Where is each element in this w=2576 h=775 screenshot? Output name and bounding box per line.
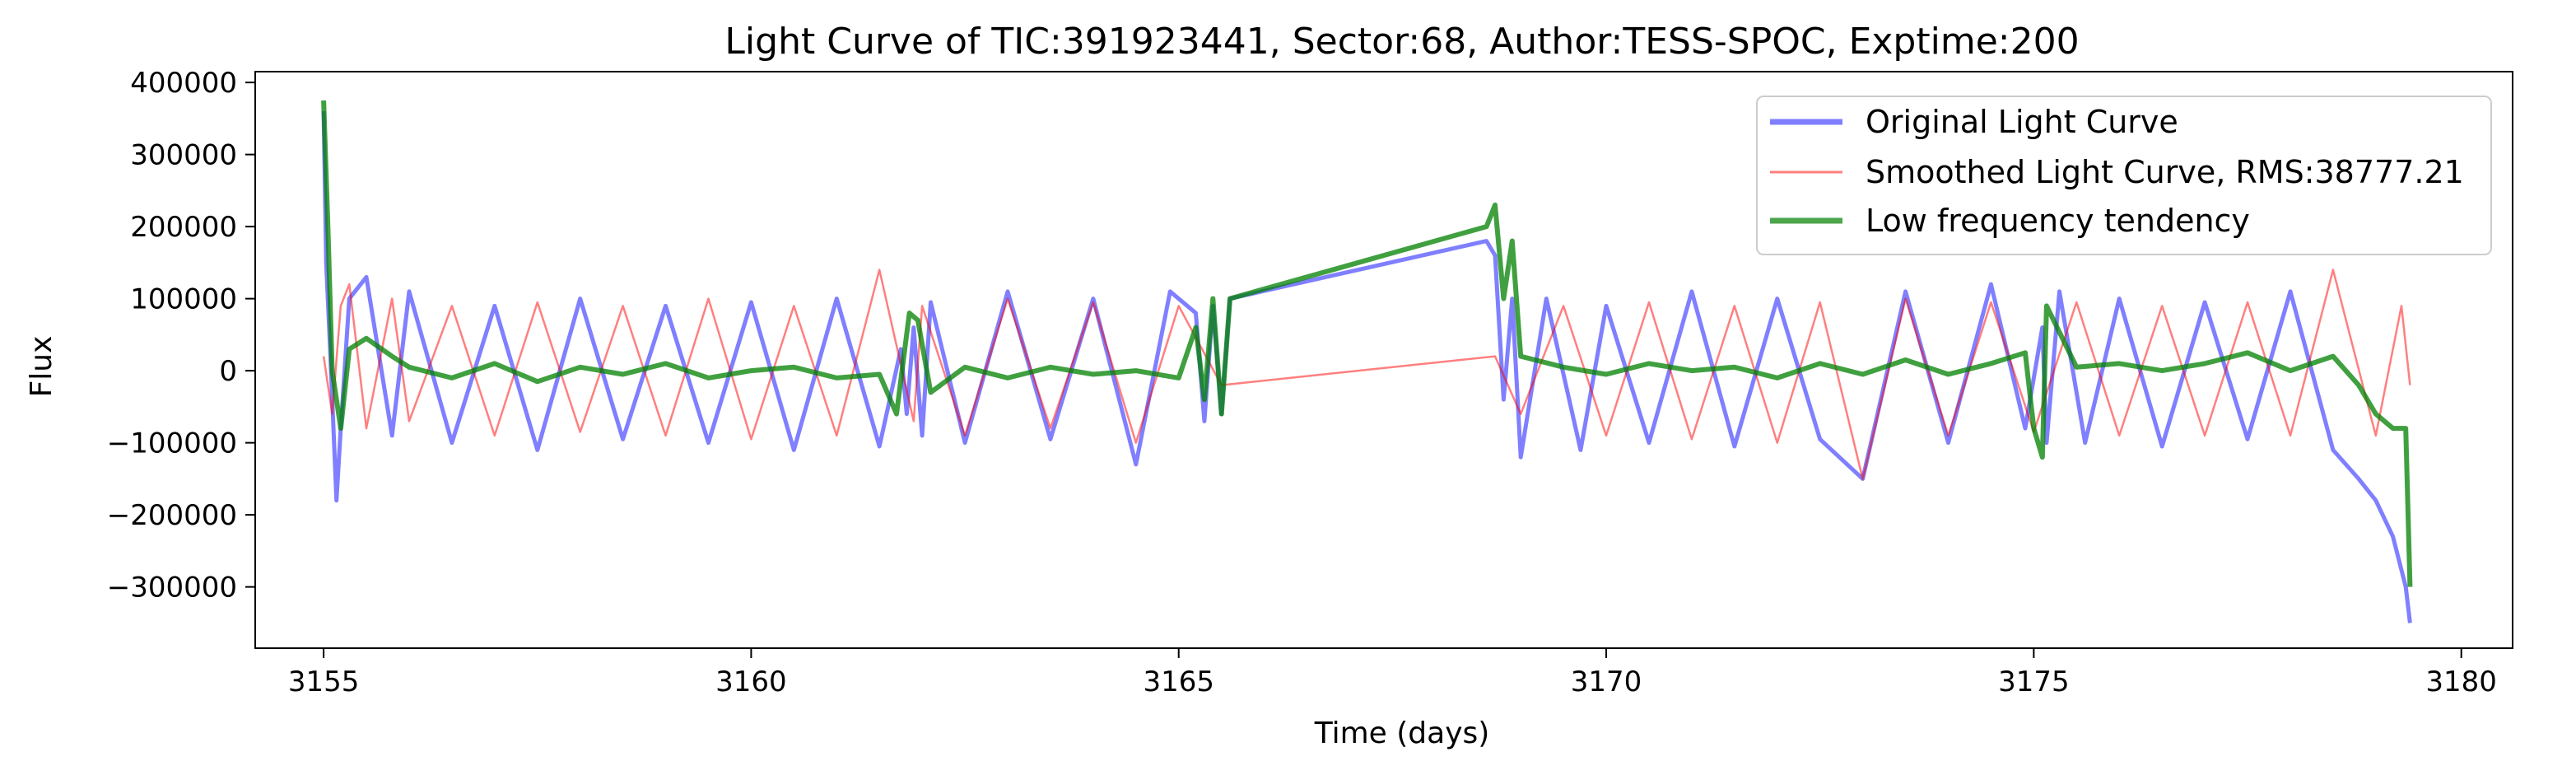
y-tick-label: −300000 bbox=[107, 572, 237, 605]
y-tick-label: −200000 bbox=[107, 499, 237, 532]
x-axis-label: Time (days) bbox=[1314, 717, 1490, 750]
x-tick-label: 3165 bbox=[1143, 665, 1214, 698]
legend: Original Light Curve Smoothed Light Curv… bbox=[1756, 96, 2492, 255]
series-low-frequency-tendency bbox=[321, 100, 2413, 587]
x-axis: 3155 3160 3165 3170 3175 3180 bbox=[288, 648, 2497, 698]
y-axis: −300000 −200000 −100000 0 100000 200000 300000… bbox=[107, 67, 255, 605]
legend-box bbox=[1756, 96, 2492, 255]
y-tick-label: −100000 bbox=[107, 427, 237, 460]
y-tick-label: 300000 bbox=[130, 139, 237, 172]
x-tick-label: 3170 bbox=[1571, 665, 1642, 698]
x-tick-label: 3155 bbox=[288, 665, 360, 698]
chart-title: Light Curve of TIC:391923441, Sector:68,… bbox=[724, 21, 2079, 63]
series-layer bbox=[321, 100, 2413, 623]
x-tick-label: 3180 bbox=[2425, 665, 2497, 698]
y-tick-label: 0 bbox=[219, 355, 237, 388]
series-smoothed-light-curve bbox=[322, 268, 2411, 480]
legend-label-low-frequency: Low frequency tendency bbox=[1866, 203, 2250, 239]
x-tick-label: 3175 bbox=[1998, 665, 2070, 698]
y-axis-label: Flux bbox=[25, 336, 58, 398]
legend-label-smoothed: Smoothed Light Curve, RMS:38777.21 bbox=[1866, 154, 2464, 190]
legend-label-original: Original Light Curve bbox=[1866, 104, 2178, 140]
y-tick-label: 400000 bbox=[130, 67, 237, 100]
plot-area-frame bbox=[254, 71, 2513, 649]
x-tick-label: 3160 bbox=[715, 665, 787, 698]
y-tick-label: 100000 bbox=[130, 283, 237, 316]
y-tick-label: 200000 bbox=[130, 211, 237, 244]
